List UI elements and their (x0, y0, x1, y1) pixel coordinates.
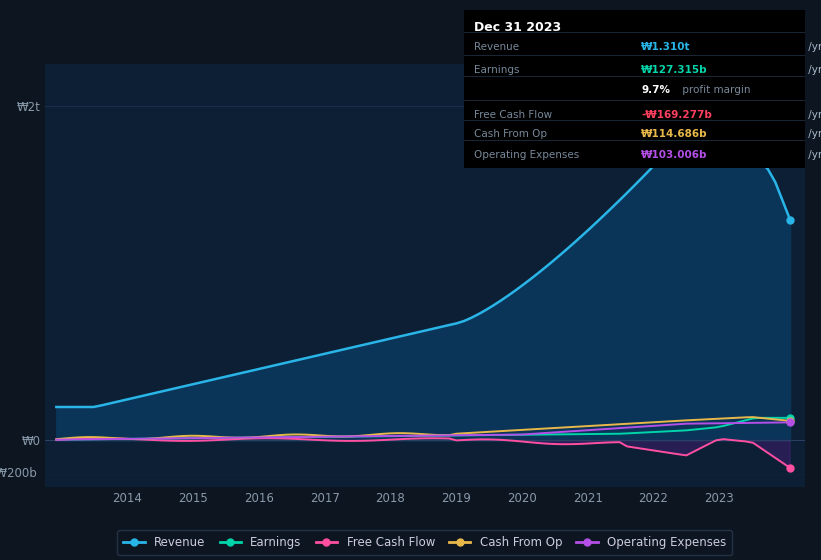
Text: ₩127.315b: ₩127.315b (641, 64, 708, 74)
Text: Cash From Op: Cash From Op (474, 129, 547, 139)
Text: /yr: /yr (805, 110, 821, 120)
Text: -₩169.277b: -₩169.277b (641, 110, 712, 120)
Text: ₩114.686b: ₩114.686b (641, 129, 708, 139)
Text: Free Cash Flow: Free Cash Flow (474, 110, 553, 120)
Text: /yr: /yr (805, 150, 821, 160)
Text: ₩103.006b: ₩103.006b (641, 150, 708, 160)
Text: 9.7%: 9.7% (641, 85, 670, 95)
Text: Earnings: Earnings (474, 64, 520, 74)
Text: /yr: /yr (805, 41, 821, 52)
Legend: Revenue, Earnings, Free Cash Flow, Cash From Op, Operating Expenses: Revenue, Earnings, Free Cash Flow, Cash … (117, 530, 732, 556)
Text: Revenue: Revenue (474, 41, 519, 52)
Text: Operating Expenses: Operating Expenses (474, 150, 580, 160)
Text: Dec 31 2023: Dec 31 2023 (474, 21, 562, 34)
Text: profit margin: profit margin (678, 85, 750, 95)
Text: -₩200b: -₩200b (0, 468, 37, 480)
Text: /yr: /yr (805, 129, 821, 139)
Text: ₩1.310t: ₩1.310t (641, 41, 690, 52)
Text: /yr: /yr (805, 64, 821, 74)
